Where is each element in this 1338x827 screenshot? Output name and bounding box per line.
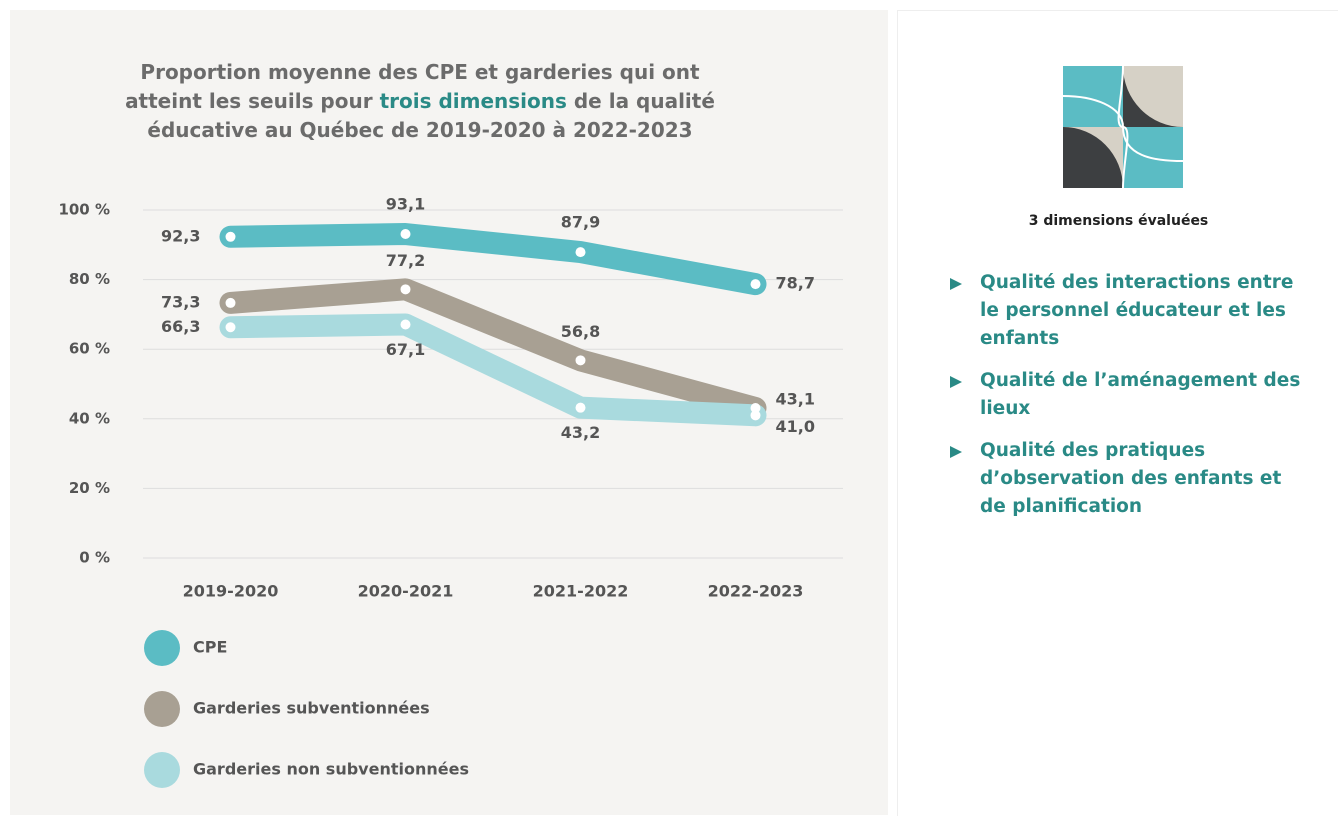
data-point — [750, 410, 761, 421]
data-label: 41,0 — [776, 417, 815, 436]
dimension-item: Qualité des interactions entre le person… — [950, 269, 1310, 353]
data-point — [575, 355, 586, 366]
data-point — [575, 402, 586, 413]
legend-swatch — [144, 630, 180, 666]
chart-title: Proportion moyenne des CPE et garderies … — [100, 58, 740, 145]
y-tick-label: 20 % — [69, 479, 110, 497]
data-point — [400, 319, 411, 330]
data-point — [400, 284, 411, 295]
series-line — [219, 313, 767, 427]
data-point — [750, 403, 761, 414]
sidebar: 3 dimensions évaluées Qualité des intera… — [897, 10, 1338, 816]
y-tick-label: 100 % — [58, 201, 110, 219]
legend-swatch — [144, 752, 180, 788]
chart-panel: Proportion moyenne des CPE et garderies … — [10, 10, 888, 815]
x-tick-label: 2022-2023 — [708, 582, 804, 601]
data-label: 73,3 — [161, 292, 200, 311]
y-tick-label: 40 % — [69, 409, 110, 427]
data-label: 43,2 — [561, 423, 600, 442]
data-label: 93,1 — [386, 195, 425, 214]
dimension-item: Qualité des pratiques d’observation des … — [950, 437, 1310, 521]
chart: 0 % 20 % 40 % 60 % 80 % 100 % 2019-2020 2020-20… — [58, 195, 843, 788]
legend-label: CPE — [193, 638, 227, 657]
sidebar-heading: 3 dimensions évaluées — [1028, 213, 1209, 229]
title-highlight: trois dimensions — [379, 89, 567, 113]
data-point — [225, 231, 236, 242]
data-label: 43,1 — [776, 390, 815, 409]
y-tick-label: 60 % — [69, 340, 110, 358]
dimension-list: Qualité des interactions entre le person… — [950, 269, 1310, 535]
dimension-item: Qualité de l’aménagement des lieux — [950, 367, 1310, 423]
series-line — [219, 278, 767, 420]
x-tick-label: 2021-2022 — [533, 582, 629, 601]
data-label: 87,9 — [561, 213, 600, 232]
data-point — [400, 229, 411, 240]
data-point — [750, 279, 761, 290]
data-point — [575, 247, 586, 258]
legend-label: Garderies subventionnées — [193, 699, 430, 718]
data-label: 56,8 — [561, 322, 600, 341]
data-label: 67,1 — [386, 340, 425, 359]
data-point — [225, 322, 236, 333]
data-label: 66,3 — [161, 317, 200, 336]
x-tick-label: 2020-2021 — [358, 582, 454, 601]
data-point — [225, 297, 236, 308]
title-text: Proportion moyenne des CPE et garderies … — [125, 60, 700, 113]
x-tick-label: 2019-2020 — [183, 582, 279, 601]
series-line — [219, 223, 767, 296]
data-label: 78,7 — [776, 274, 815, 293]
legend-swatch — [144, 691, 180, 727]
y-tick-label: 0 % — [79, 549, 110, 567]
data-label: 77,2 — [386, 251, 425, 270]
title-text: de la qualité éducative au Québec de 201… — [147, 89, 715, 142]
y-tick-label: 80 % — [69, 270, 110, 288]
data-label: 92,3 — [161, 226, 200, 245]
icon — [1063, 66, 1183, 188]
legend-label: Garderies non subventionnées — [193, 760, 469, 779]
